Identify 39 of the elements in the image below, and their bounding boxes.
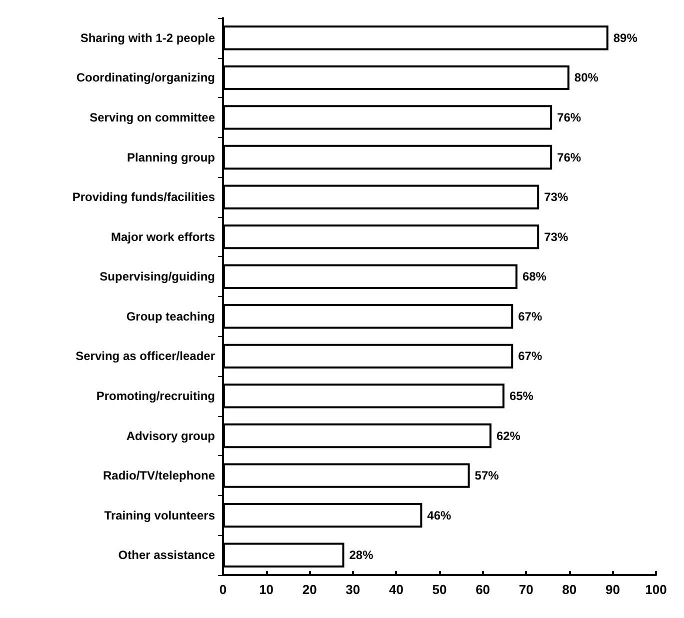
data-label: 28% <box>349 548 374 562</box>
x-tick-label: 50 <box>432 582 447 597</box>
data-label: 65% <box>509 388 534 403</box>
y-tick-label: Providing funds/facilities <box>72 190 216 204</box>
data-label: 68% <box>522 270 547 284</box>
data-label: 62% <box>496 428 521 443</box>
x-tick-label: 30 <box>346 582 360 597</box>
data-label: 73% <box>544 230 568 244</box>
data-label: 73% <box>544 190 568 204</box>
y-tick-label: Major work efforts <box>110 230 216 244</box>
x-tick-label: 20 <box>302 582 317 597</box>
x-tick-label: 10 <box>259 582 274 597</box>
x-tick-label: 80 <box>562 582 577 597</box>
data-label: 67% <box>518 349 542 364</box>
y-tick-label: Radio/TV/telephone <box>102 468 216 483</box>
y-tick-label: Coordinating/organizing <box>76 70 215 85</box>
y-tick-label: Planning group <box>127 150 215 164</box>
y-tick-label: Promoting/recruiting <box>96 388 215 403</box>
y-tick-label: Training volunteers <box>104 508 216 522</box>
x-tick-label: 100 <box>645 582 667 597</box>
data-label: 67% <box>518 309 542 324</box>
x-tick-label: 90 <box>605 582 620 597</box>
y-tick-label: Supervising/guiding <box>100 270 215 284</box>
data-label: 76% <box>557 150 582 164</box>
x-tick-label: 40 <box>388 582 404 597</box>
data-label: 57% <box>474 468 500 483</box>
data-label: 46% <box>427 508 452 522</box>
x-tick-label: 60 <box>476 582 490 597</box>
y-tick-label: Advisory group <box>126 428 215 443</box>
y-tick-label: Serving as officer/leader <box>76 349 216 364</box>
y-tick-label: Group teaching <box>126 309 215 324</box>
x-tick-label: 0 <box>219 582 227 597</box>
data-label: 76% <box>557 110 582 124</box>
data-label: 89% <box>613 30 638 45</box>
y-tick-label: Other assistance <box>118 548 216 562</box>
data-label: 80% <box>574 70 599 85</box>
x-tick-label: 70 <box>518 582 534 597</box>
y-tick-label: Sharing with 1-2 people <box>80 30 216 45</box>
y-tick-label: Serving on committee <box>90 110 216 124</box>
